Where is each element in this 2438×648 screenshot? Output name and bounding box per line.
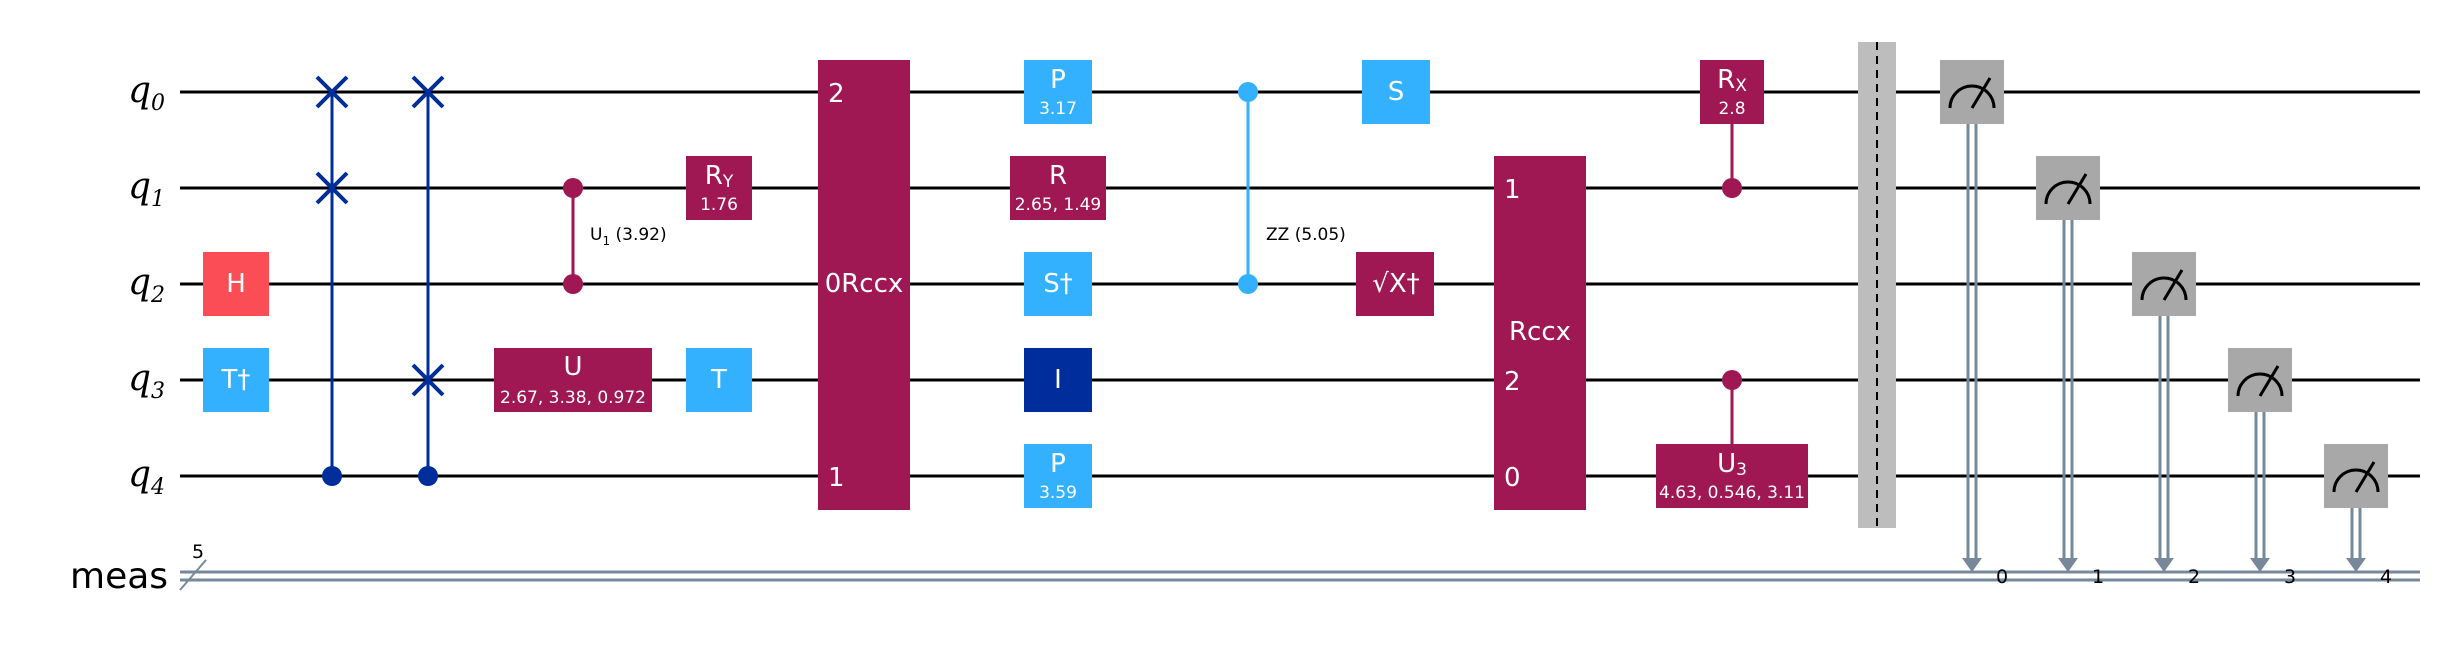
- svg-text:P: P: [1050, 449, 1066, 479]
- svg-text:3.59: 3.59: [1039, 483, 1077, 503]
- svg-text:U3: U3: [1717, 449, 1747, 480]
- sxdg-gate: √X†: [1356, 252, 1434, 316]
- ry-gate: RY 1.76: [686, 156, 752, 220]
- control-dot: [418, 466, 438, 486]
- qubit-label-q4: q4: [128, 454, 165, 500]
- rzz-gate: ZZ (5.05): [1238, 82, 1346, 294]
- barrier: [1858, 42, 1896, 528]
- svg-text:1: 1: [828, 463, 845, 493]
- crx-gate: RX 2.8: [1700, 60, 1764, 198]
- qubit-label-q2: q2: [128, 262, 165, 308]
- svg-text:2: 2: [828, 79, 845, 109]
- svg-text:R: R: [1049, 161, 1067, 191]
- r-gate: R 2.65, 1.49: [1010, 156, 1106, 220]
- cu1-label: U1 (3.92): [590, 225, 667, 248]
- svg-text:T: T: [710, 365, 727, 395]
- control-dot: [1238, 274, 1258, 294]
- control-dot: [563, 274, 583, 294]
- meter-icon: [2044, 180, 2092, 205]
- meter-icon: [1948, 84, 1996, 109]
- swap-x-icon: [411, 363, 445, 397]
- svg-text:S†: S†: [1043, 269, 1073, 299]
- svg-text:√X†: √X†: [1372, 269, 1419, 299]
- cswap-gate-1: [315, 75, 349, 486]
- tdg-gate: T†: [203, 348, 269, 412]
- bus-slash: [179, 559, 207, 591]
- meter-icon: [2236, 372, 2284, 397]
- qubit-label-q3: q3: [128, 358, 165, 404]
- svg-text:0Rccx: 0Rccx: [825, 269, 904, 299]
- control-dot: [563, 178, 583, 198]
- p-gate-q0: P 3.17: [1024, 60, 1092, 124]
- svg-text:2.65, 1.49: 2.65, 1.49: [1015, 195, 1102, 215]
- svg-text:4.63, 0.546, 3.11: 4.63, 0.546, 3.11: [1659, 483, 1805, 503]
- svg-text:2.67, 3.38, 0.972: 2.67, 3.38, 0.972: [500, 388, 646, 408]
- measure-q4: 4: [2324, 444, 2392, 588]
- meter-icon: [2140, 276, 2188, 301]
- svg-text:2: 2: [1504, 367, 1521, 397]
- measure-q0: 0: [1940, 60, 2008, 588]
- svg-text:I: I: [1054, 365, 1062, 395]
- svg-text:3.17: 3.17: [1039, 99, 1077, 119]
- qubit-label-q1: q1: [128, 166, 165, 212]
- svg-text:2: 2: [2188, 566, 2200, 588]
- svg-text:0: 0: [1996, 566, 2008, 588]
- rccx-gate-1: 2 0Rccx 1: [818, 60, 910, 510]
- classical-width: 5: [192, 541, 204, 563]
- swap-x-icon: [411, 75, 445, 109]
- svg-text:T†: T†: [221, 365, 251, 395]
- swap-x-icon: [315, 75, 349, 109]
- qubit-wires: [180, 90, 2420, 478]
- control-dot: [1238, 82, 1258, 102]
- svg-text:3: 3: [2284, 566, 2296, 588]
- p-gate-q4: P 3.59: [1024, 444, 1092, 508]
- classical-register-label: meas: [70, 556, 168, 597]
- cswap-gate-2: [411, 75, 445, 486]
- svg-text:H: H: [226, 269, 246, 299]
- qubit-label-q0: q0: [128, 70, 165, 116]
- t-gate: T: [686, 348, 752, 412]
- svg-text:1: 1: [1504, 175, 1521, 205]
- s-gate: S: [1362, 60, 1430, 124]
- svg-text:Rccx: Rccx: [1509, 317, 1571, 347]
- svg-text:2.8: 2.8: [1718, 99, 1745, 119]
- svg-text:ZZ (5.05): ZZ (5.05): [1266, 225, 1346, 245]
- svg-text:RX: RX: [1717, 65, 1747, 96]
- swap-x-icon: [315, 171, 349, 205]
- measure-q2: 2: [2132, 252, 2200, 588]
- measure-q3: 3: [2228, 348, 2296, 588]
- rccx-gate-2: 1 Rccx 2 0: [1494, 156, 1586, 510]
- svg-text:U: U: [563, 352, 582, 382]
- sdg-gate: S†: [1024, 252, 1092, 316]
- u-gate: U 2.67, 3.38, 0.972: [494, 348, 652, 412]
- svg-text:4: 4: [2380, 566, 2392, 588]
- classical-wire: 5: [179, 541, 2420, 591]
- control-dot: [1722, 178, 1742, 198]
- svg-text:S: S: [1388, 77, 1405, 107]
- control-dot: [322, 466, 342, 486]
- register-labels: q0 q1 q2 q3 q4 meas: [70, 70, 168, 597]
- svg-text:1.76: 1.76: [700, 195, 738, 215]
- control-dot: [1722, 370, 1742, 390]
- svg-text:0: 0: [1504, 463, 1521, 493]
- svg-text:RY: RY: [705, 161, 734, 192]
- meter-icon: [2332, 468, 2380, 493]
- identity-gate: I: [1024, 348, 1092, 412]
- h-gate: H: [203, 252, 269, 316]
- svg-text:P: P: [1050, 65, 1066, 95]
- svg-text:1: 1: [2092, 566, 2104, 588]
- measure-q1: 1: [2036, 156, 2104, 588]
- cu3-gate: U3 4.63, 0.546, 3.11: [1656, 370, 1808, 508]
- cu1-gate: U1 (3.92): [563, 178, 667, 294]
